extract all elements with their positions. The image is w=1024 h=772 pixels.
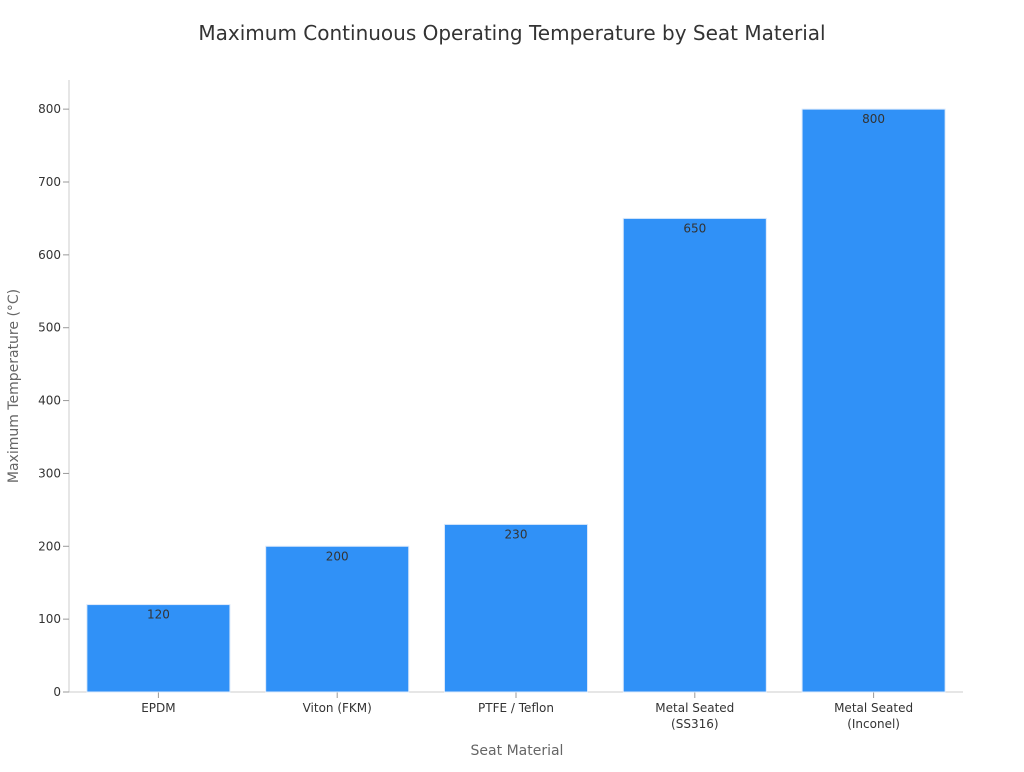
bar <box>265 545 410 693</box>
bar-value-label: 230 <box>505 527 528 541</box>
x-tick-label-line: EPDM <box>141 701 175 715</box>
x-tick-label-line: Metal Seated <box>834 701 913 715</box>
bars <box>86 108 946 693</box>
y-tick-label: 400 <box>38 394 61 408</box>
x-tick-label-line: (Inconel) <box>847 717 900 731</box>
chart-title: Maximum Continuous Operating Temperature… <box>198 21 825 45</box>
y-tick-label: 800 <box>38 102 61 116</box>
bar <box>443 523 589 693</box>
y-tick-label: 600 <box>38 248 61 262</box>
y-tick-label: 500 <box>38 321 61 335</box>
y-tick-label: 100 <box>38 612 61 626</box>
bar <box>86 604 231 693</box>
x-tick-label: EPDM <box>141 701 175 715</box>
bar-value-label: 800 <box>862 112 885 126</box>
bar <box>622 217 767 693</box>
x-tick-label: Viton (FKM) <box>303 701 372 715</box>
x-tick-label: Metal Seated (Inconel) <box>834 701 913 731</box>
bar-value-labels: 120 200 230 650 800 <box>147 112 885 621</box>
x-axis: EPDM Viton (FKM) PTFE / Teflon Metal Seated… <box>69 691 963 731</box>
x-tick-label: Metal Seated (SS316) <box>655 701 734 731</box>
y-tick-label: 0 <box>53 685 61 699</box>
bar-value-label: 650 <box>683 221 706 235</box>
y-tick-label: 300 <box>38 466 61 480</box>
bar-value-label: 120 <box>147 608 170 622</box>
x-tick-label: PTFE / Teflon <box>478 701 554 715</box>
bar <box>801 108 946 693</box>
x-tick-label-line: Viton (FKM) <box>303 701 372 715</box>
x-tick-label-line: PTFE / Teflon <box>478 701 554 715</box>
bar-value-label: 200 <box>326 549 349 563</box>
x-tick-label-line: Metal Seated <box>655 701 734 715</box>
y-axis-label: Maximum Temperature (°C) <box>6 289 22 483</box>
y-tick-label: 200 <box>38 539 61 553</box>
y-tick-label: 700 <box>38 175 61 189</box>
y-axis: 0 100 200 300 400 500 600 700 800 <box>38 80 70 699</box>
x-axis-label: Seat Material <box>471 743 564 759</box>
x-tick-label-line: (SS316) <box>671 717 719 731</box>
